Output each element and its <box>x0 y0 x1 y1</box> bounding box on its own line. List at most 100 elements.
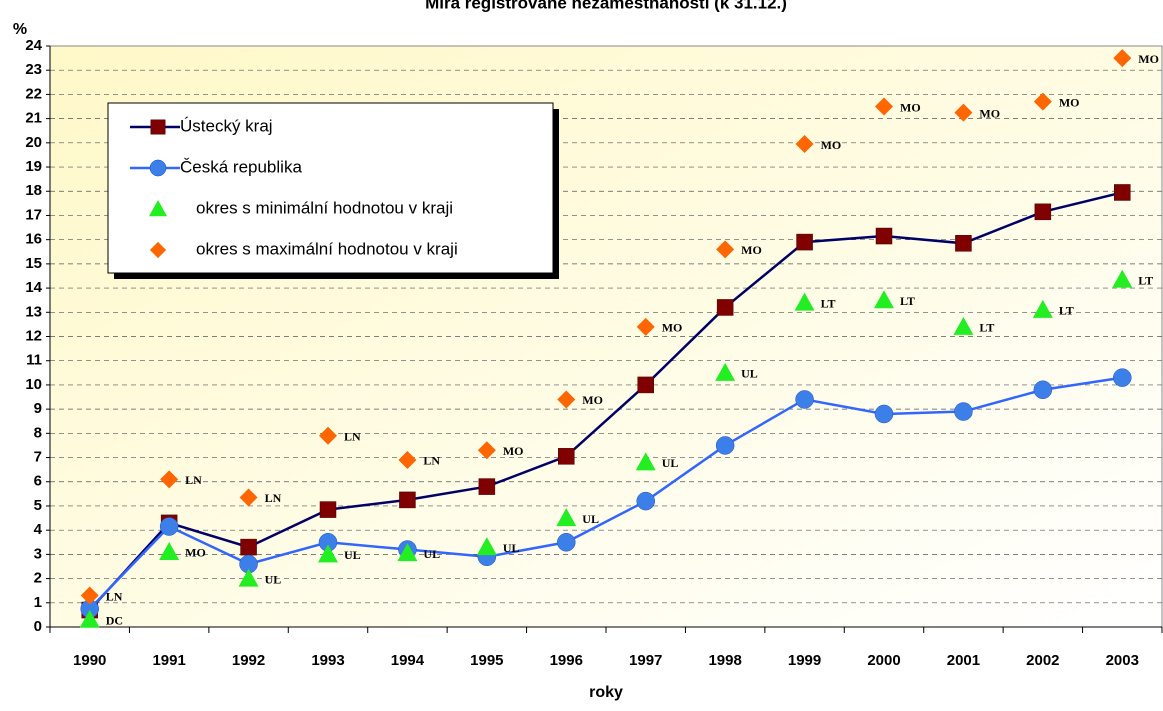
point-label: LT <box>1059 304 1074 318</box>
chart-title: Míra registrované nezaměstnanosti (k 31.… <box>425 0 787 12</box>
point-label: MO <box>185 546 206 560</box>
y-tick-label: 23 <box>25 61 42 78</box>
x-tick-label: 1991 <box>152 652 185 669</box>
point-label: UL <box>503 541 520 555</box>
marker <box>150 119 166 135</box>
x-tick-label: 2002 <box>1026 652 1059 669</box>
marker <box>159 517 179 536</box>
y-tick-label: 20 <box>25 134 42 151</box>
marker <box>875 97 893 116</box>
x-tick-label: 2003 <box>1106 652 1139 669</box>
marker <box>874 404 894 424</box>
y-tick-label: 1 <box>34 594 42 611</box>
x-tick-label: 1997 <box>629 652 662 669</box>
series-line <box>88 191 1123 611</box>
marker <box>240 538 257 556</box>
marker <box>1033 380 1053 400</box>
legend-label: okres s minimální hodnotou v kraji <box>196 198 453 217</box>
point-label: LN <box>423 454 440 468</box>
marker <box>1033 92 1052 111</box>
marker <box>1034 203 1052 221</box>
marker <box>636 317 655 336</box>
y-tick-label: 13 <box>25 303 42 320</box>
marker <box>715 436 735 455</box>
y-tick-label: 2 <box>34 570 42 587</box>
x-tick-label: 1994 <box>391 652 425 669</box>
marker <box>476 537 497 556</box>
marker <box>80 586 99 605</box>
legend-label: Ústecký kraj <box>180 116 273 135</box>
marker <box>795 135 814 154</box>
y-tick-label: 14 <box>25 279 42 296</box>
point-label: MO <box>979 106 1000 120</box>
marker <box>1114 184 1131 201</box>
legend-label: Česká republika <box>180 157 302 176</box>
point-label: LT <box>979 321 994 335</box>
marker <box>399 491 416 509</box>
marker <box>149 159 167 177</box>
marker <box>478 478 496 495</box>
y-tick-label: 17 <box>25 206 42 223</box>
marker <box>557 390 576 409</box>
series-line <box>88 376 1123 610</box>
marker <box>556 508 577 527</box>
y-tick-label: 18 <box>25 182 42 199</box>
marker <box>319 501 337 518</box>
marker <box>558 448 575 465</box>
marker <box>954 103 973 122</box>
marker <box>1032 299 1053 318</box>
point-label: MO <box>741 243 762 257</box>
point-label: LT <box>821 296 836 310</box>
legend-box <box>107 102 554 274</box>
marker <box>160 470 179 489</box>
y-tick-label: 22 <box>25 85 42 102</box>
y-tick-label: 10 <box>25 376 42 393</box>
y-tick-label: 0 <box>34 618 42 635</box>
x-tick-label: 1995 <box>470 652 503 669</box>
point-label: LN <box>265 491 282 505</box>
y-tick-label: 16 <box>25 231 42 248</box>
x-tick-label: 1992 <box>232 652 265 669</box>
y-axis-title: % <box>13 21 27 38</box>
marker <box>238 568 259 587</box>
y-tick-label: 24 <box>25 37 42 54</box>
point-label: LT <box>1138 273 1153 287</box>
point-label: UL <box>582 512 599 526</box>
y-tick-label: 12 <box>25 327 42 344</box>
marker <box>318 544 338 563</box>
y-tick-label: 4 <box>34 521 43 538</box>
point-label: UL <box>265 572 282 586</box>
point-label: UL <box>344 548 361 562</box>
point-label: MO <box>821 138 842 152</box>
marker <box>149 241 167 259</box>
y-tick-label: 3 <box>34 545 42 562</box>
point-label: MO <box>662 321 683 335</box>
y-tick-label: 6 <box>34 473 42 490</box>
marker <box>1113 368 1132 387</box>
marker <box>149 200 167 217</box>
point-label: UL <box>741 367 758 381</box>
marker <box>636 491 655 511</box>
y-tick-label: 11 <box>26 352 42 369</box>
legend-label: okres s maximální hodnotou v kraji <box>196 239 458 258</box>
point-label: MO <box>582 393 603 407</box>
x-axis-title: roky <box>589 684 623 701</box>
marker <box>796 233 813 251</box>
y-tick-label: 15 <box>25 255 42 272</box>
y-tick-label: 21 <box>25 110 42 127</box>
marker <box>159 541 180 560</box>
marker <box>79 609 100 628</box>
y-tick-label: 7 <box>34 449 42 466</box>
point-label: LN <box>106 589 123 603</box>
x-tick-label: 2001 <box>947 652 980 669</box>
marker <box>874 290 894 309</box>
marker <box>715 362 736 381</box>
marker <box>954 402 973 421</box>
marker <box>239 488 258 507</box>
point-label: DC <box>106 613 123 627</box>
legend: Ústecký kraj Česká republika okres s minim… <box>107 102 554 274</box>
marker <box>319 426 337 445</box>
x-tick-label: 1998 <box>708 652 741 669</box>
point-label: MO <box>1059 95 1080 109</box>
